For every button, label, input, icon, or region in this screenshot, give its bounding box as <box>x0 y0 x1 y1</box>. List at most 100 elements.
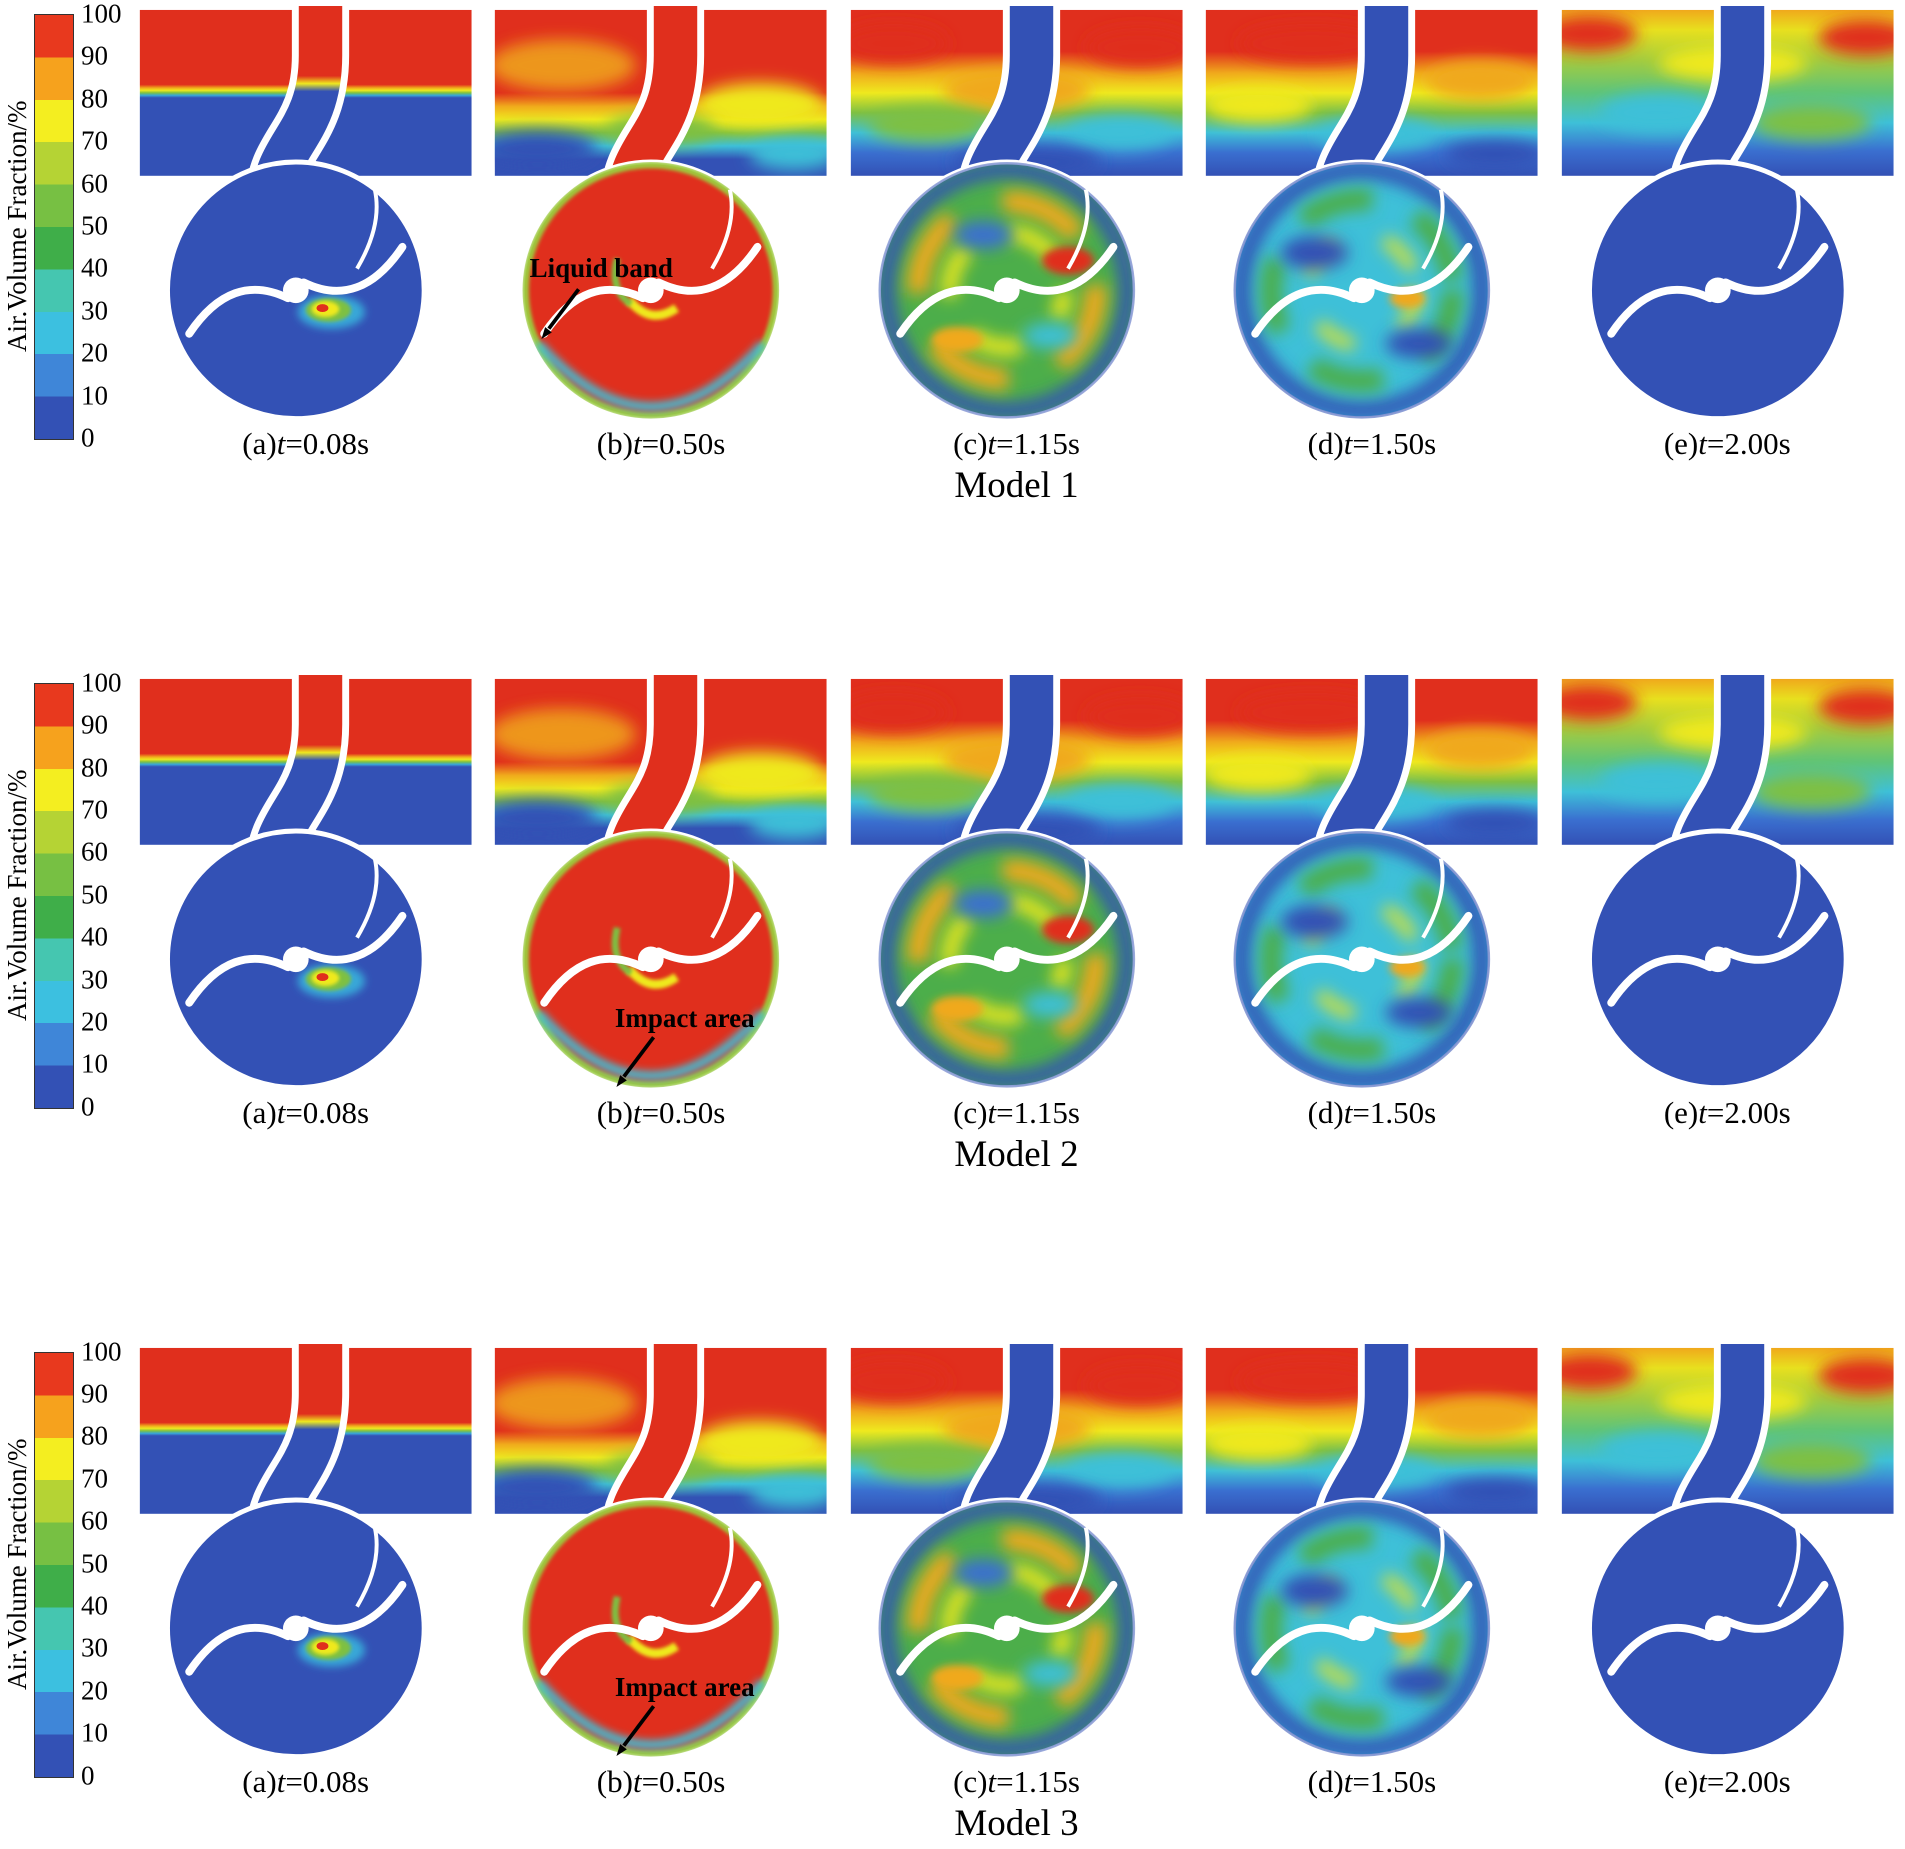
model3-panel-e: (e)t=2.00s <box>1550 1344 1905 1800</box>
model2-panel-a: (a)t=0.08s <box>128 675 483 1131</box>
colorbar-tick: 30 <box>81 295 108 326</box>
model2-panel-d: (d)t=1.50s <box>1194 675 1549 1131</box>
contour-plot <box>1550 1344 1905 1768</box>
colorbar: Air.Volume Fraction/% 100 90 80 70 60 50 40 30 2… <box>0 0 128 453</box>
model1-panels-area: (a)t=0.08s Liquid band (b)t=0.50s (c)t=1… <box>128 6 1905 507</box>
model2-label: Model 2 <box>954 1134 1079 1176</box>
panel-caption: (a)t=0.08s <box>242 426 370 462</box>
colorbar-tick: 40 <box>81 921 108 952</box>
colorbar-gradient <box>34 14 74 440</box>
colorbar-tick: 20 <box>81 1675 108 1706</box>
contour-plot <box>1194 675 1549 1099</box>
colorbar-ticks: 100 90 80 70 60 50 40 30 20 10 0 <box>74 0 126 453</box>
model1-label: Model 1 <box>954 465 1079 507</box>
panel-caption: (d)t=1.50s <box>1307 1095 1437 1131</box>
contour-plot <box>1550 6 1905 430</box>
colorbar-gradient <box>34 682 74 1109</box>
colorbar-tick: 80 <box>81 752 108 783</box>
colorbar-tick: 0 <box>81 1760 95 1790</box>
panel-caption: (c)t=1.15s <box>953 426 1080 462</box>
colorbar-tick: 90 <box>81 40 108 71</box>
colorbar-tick: 40 <box>81 252 108 283</box>
model1-panel-c: (c)t=1.15s <box>839 6 1194 462</box>
colorbar-tick: 50 <box>81 1548 108 1578</box>
colorbar-tick: 60 <box>81 168 108 199</box>
colorbar-tick: 60 <box>81 1505 108 1536</box>
model2-panels-area: (a)t=0.08s Impact area (b)t=0.50s (c)t=1… <box>128 675 1905 1176</box>
colorbar-tick: 60 <box>81 836 108 867</box>
panel-caption: (b)t=0.50s <box>596 1763 726 1799</box>
colorbar-gradient <box>34 1351 74 1778</box>
colorbar-ticks: 100 90 80 70 60 50 40 30 20 10 0 <box>74 667 126 1121</box>
colorbar-tick: 30 <box>81 1632 108 1663</box>
model1-panel-b: Liquid band (b)t=0.50s <box>483 6 838 462</box>
model1-panels: (a)t=0.08s Liquid band (b)t=0.50s (c)t=1… <box>128 6 1905 462</box>
colorbar-tick: 20 <box>81 337 108 368</box>
colorbar-label: Air.Volume Fraction/% <box>2 1437 32 1690</box>
model2-panel-e: (e)t=2.00s <box>1550 675 1905 1131</box>
model3-panel-b: Impact area (b)t=0.50s <box>483 1344 838 1800</box>
contour-plot <box>128 6 483 430</box>
colorbar-tick: 70 <box>81 125 108 156</box>
colorbar-tick: 10 <box>81 380 108 411</box>
colorbar-tick: 90 <box>81 709 108 740</box>
model3-label: Model 3 <box>954 1802 1079 1844</box>
colorbar-tick: 30 <box>81 964 108 995</box>
colorbar-tick: 50 <box>81 879 108 910</box>
contour-plot <box>128 1344 483 1768</box>
colorbar-tick: 10 <box>81 1048 108 1079</box>
contour-plot <box>839 675 1194 1099</box>
model3-panel-d: (d)t=1.50s <box>1194 1344 1549 1800</box>
contour-plot <box>1550 675 1905 1099</box>
panel-caption: (b)t=0.50s <box>596 1095 726 1131</box>
model3-panels-area: (a)t=0.08s Impact area (b)t=0.50s (c)t=1… <box>128 1344 1905 1845</box>
model1-panel-e: (e)t=2.00s <box>1550 6 1905 462</box>
colorbar-tick: 100 <box>81 0 122 29</box>
contour-plot <box>128 675 483 1099</box>
colorbar: Air.Volume Fraction/% 100 90 80 70 60 50 40 30 2… <box>0 667 128 1121</box>
colorbar-tick: 70 <box>81 1463 108 1494</box>
panel-caption: (b)t=0.50s <box>596 426 726 462</box>
colorbar-tick: 90 <box>81 1378 108 1409</box>
panel-caption: (c)t=1.15s <box>953 1763 1080 1799</box>
panel-caption: (e)t=2.00s <box>1663 1095 1791 1131</box>
model3-panel-a: (a)t=0.08s <box>128 1344 483 1800</box>
colorbar: Air.Volume Fraction/% 100 90 80 70 60 50 40 30 2… <box>0 1336 128 1790</box>
colorbar-label: Air.Volume Fraction/% <box>2 769 32 1021</box>
model3-panel-c: (c)t=1.15s <box>839 1344 1194 1800</box>
model1-panel-a: (a)t=0.08s <box>128 6 483 462</box>
colorbar-tick: 100 <box>81 667 122 698</box>
colorbar-tick: 20 <box>81 1006 108 1037</box>
panel-caption: (a)t=0.08s <box>242 1095 370 1131</box>
contour-plot <box>839 6 1194 430</box>
contour-plot <box>1194 6 1549 430</box>
colorbar-tick: 50 <box>81 210 108 241</box>
model-row-3: Air.Volume Fraction/% 100 90 80 70 60 50 40 30 2… <box>0 1336 1905 1845</box>
model1-panel-d: (d)t=1.50s <box>1194 6 1549 462</box>
model3-panels: (a)t=0.08s Impact area (b)t=0.50s (c)t=1… <box>128 1344 1905 1800</box>
colorbar-label: Air.Volume Fraction/% <box>2 100 32 352</box>
panel-caption: (e)t=2.00s <box>1663 426 1791 462</box>
model-row-1: Air.Volume Fraction/% 100 90 80 70 60 50 40 30 2… <box>0 0 1905 507</box>
colorbar-tick: 10 <box>81 1717 108 1748</box>
model-row-2: Air.Volume Fraction/% 100 90 80 70 60 50 40 30 2… <box>0 667 1905 1176</box>
model2-panels: (a)t=0.08s Impact area (b)t=0.50s (c)t=1… <box>128 675 1905 1131</box>
model2-panel-b: Impact area (b)t=0.50s <box>483 675 838 1131</box>
colorbar-tick: 70 <box>81 794 108 825</box>
panel-caption: (d)t=1.50s <box>1307 1763 1437 1799</box>
colorbar-tick: 0 <box>81 1091 95 1122</box>
contour-plot <box>1194 1344 1549 1768</box>
contour-plot <box>483 1344 838 1768</box>
model2-panel-c: (c)t=1.15s <box>839 675 1194 1131</box>
colorbar-tick: 80 <box>81 83 108 114</box>
colorbar-tick: 0 <box>81 422 95 453</box>
panel-caption: (c)t=1.15s <box>953 1095 1080 1131</box>
contour-plot <box>483 6 838 430</box>
panel-caption: (a)t=0.08s <box>242 1763 370 1799</box>
panel-caption: (d)t=1.50s <box>1307 426 1437 462</box>
contour-plot <box>839 1344 1194 1768</box>
panel-caption: (e)t=2.00s <box>1663 1763 1791 1799</box>
contour-plot <box>483 675 838 1099</box>
colorbar-tick: 100 <box>81 1336 122 1366</box>
